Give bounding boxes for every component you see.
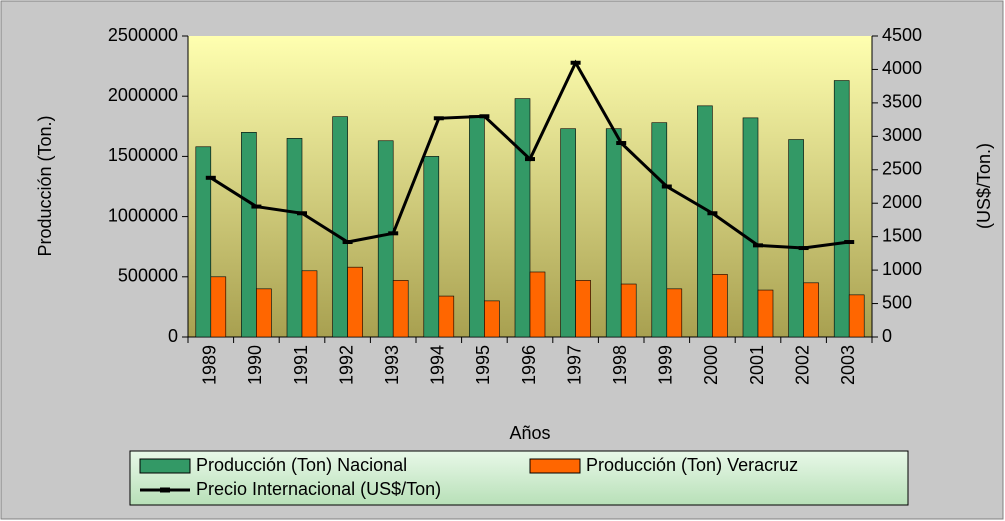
bar bbox=[210, 276, 227, 338]
legend-swatch bbox=[139, 458, 191, 474]
y2-tick-label: 0 bbox=[882, 326, 892, 346]
x-tick-label: 1996 bbox=[519, 345, 539, 385]
bar bbox=[666, 288, 683, 338]
bar bbox=[195, 146, 212, 338]
bar bbox=[575, 280, 591, 338]
x-tick-label: 2001 bbox=[747, 345, 767, 385]
legend-box bbox=[129, 450, 909, 506]
x-tick-label: 1994 bbox=[428, 345, 448, 385]
legend-label: Producción (Ton) Nacional bbox=[196, 455, 407, 475]
bar bbox=[332, 116, 348, 338]
y2-tick-label: 4000 bbox=[882, 58, 922, 78]
bar bbox=[423, 156, 440, 338]
bar bbox=[377, 140, 394, 338]
x-tick-label: 1991 bbox=[291, 345, 311, 385]
y2-tick-label: 1000 bbox=[882, 259, 922, 279]
x-axis-title: Años bbox=[509, 423, 550, 443]
bar bbox=[469, 115, 485, 338]
bar bbox=[560, 128, 576, 338]
y-tick-label: 0 bbox=[168, 326, 178, 346]
x-tick-label: 1999 bbox=[656, 345, 676, 385]
bar bbox=[697, 105, 713, 338]
y2-tick-label: 3500 bbox=[882, 92, 922, 112]
bar bbox=[742, 117, 759, 338]
y2-tick-label: 500 bbox=[882, 292, 912, 312]
bar bbox=[438, 295, 455, 338]
bar bbox=[788, 139, 804, 338]
x-tick-label: 1995 bbox=[473, 345, 493, 385]
bar bbox=[286, 138, 303, 338]
x-tick-label: 1992 bbox=[336, 345, 356, 385]
bar bbox=[848, 294, 865, 338]
y2-axis-title: (US$/Ton.) bbox=[974, 143, 994, 229]
x-tick-label: 1993 bbox=[382, 345, 402, 385]
y-tick-label: 1500000 bbox=[108, 145, 178, 165]
bar bbox=[347, 266, 363, 338]
legend-label: Precio Internacional (US$/Ton) bbox=[196, 479, 441, 499]
y-tick-label: 2500000 bbox=[108, 25, 178, 45]
bar bbox=[757, 289, 774, 338]
x-tick-label: 2000 bbox=[701, 345, 721, 385]
y2-tick-label: 3000 bbox=[882, 125, 922, 145]
x-tick-label: 2003 bbox=[838, 345, 858, 385]
y-tick-label: 1000000 bbox=[108, 205, 178, 225]
legend-swatch bbox=[529, 458, 581, 474]
y-axis-title: Producción (Ton.) bbox=[35, 115, 55, 256]
y2-tick-label: 2500 bbox=[882, 159, 922, 179]
bar bbox=[392, 280, 409, 338]
bar bbox=[301, 270, 318, 338]
bar bbox=[514, 98, 531, 338]
bar bbox=[712, 274, 728, 338]
bar bbox=[241, 132, 257, 338]
x-tick-label: 2002 bbox=[792, 345, 812, 385]
bar bbox=[529, 271, 546, 338]
y2-tick-label: 2000 bbox=[882, 192, 922, 212]
bar bbox=[484, 300, 500, 338]
x-tick-label: 1990 bbox=[245, 345, 265, 385]
y2-tick-label: 4500 bbox=[882, 25, 922, 45]
y-tick-label: 2000000 bbox=[108, 85, 178, 105]
bar bbox=[620, 283, 637, 338]
x-tick-label: 1989 bbox=[200, 345, 220, 385]
x-tick-label: 1998 bbox=[610, 345, 630, 385]
bar bbox=[803, 282, 819, 338]
bar bbox=[256, 288, 272, 338]
y-tick-label: 500000 bbox=[118, 266, 178, 286]
bar bbox=[833, 80, 850, 338]
legend-label: Producción (Ton) Veracruz bbox=[586, 455, 798, 475]
bar bbox=[605, 128, 622, 338]
y2-tick-label: 1500 bbox=[882, 225, 922, 245]
bar bbox=[651, 122, 668, 338]
x-tick-label: 1997 bbox=[564, 345, 584, 385]
